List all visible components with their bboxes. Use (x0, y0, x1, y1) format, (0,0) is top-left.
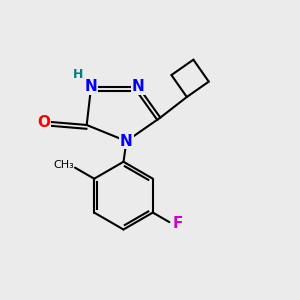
Text: N: N (132, 79, 145, 94)
Text: O: O (38, 115, 50, 130)
Text: H: H (73, 68, 83, 81)
Text: F: F (173, 216, 183, 231)
Text: N: N (120, 134, 133, 149)
Text: N: N (85, 79, 98, 94)
Text: CH₃: CH₃ (53, 160, 74, 170)
